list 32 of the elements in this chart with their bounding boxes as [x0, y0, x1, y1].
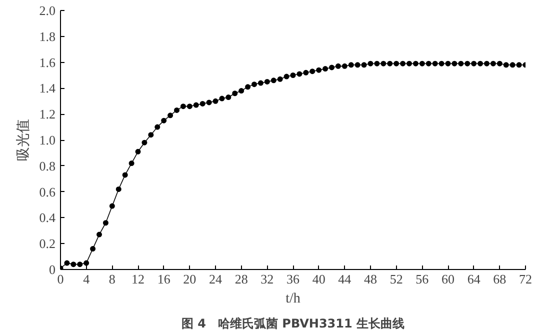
x-tick-label: 8 [108, 272, 116, 286]
y-tick-label: 2.0 [39, 3, 56, 18]
x-tick-label: 48 [364, 272, 377, 286]
y-tick-label: 0.6 [39, 184, 56, 200]
x-tick-label: 68 [493, 272, 506, 286]
x-tick-label: 32 [260, 272, 274, 286]
x-tick-label: 4 [83, 272, 90, 286]
y-tick-label: 0.4 [39, 210, 56, 226]
x-tick-label: 60 [442, 272, 454, 286]
y-tick-label: 1.4 [39, 80, 56, 96]
x-axis-title: t/h [286, 292, 300, 306]
y-tick-label: 0.2 [39, 236, 56, 252]
y-tick-label: 1.2 [39, 106, 56, 122]
y-tick-label: 1.6 [39, 54, 56, 70]
x-tick-label: 64 [467, 272, 481, 286]
x-tick-label: 52 [390, 272, 403, 286]
x-tick-label: 28 [234, 272, 248, 286]
y-tick-label: 1.0 [39, 132, 56, 148]
x-tick-label: 36 [286, 272, 300, 286]
x-tick-label: 44 [338, 272, 352, 286]
y-axis-title: 吸光值 [15, 119, 32, 161]
x-tick-label: 24 [209, 272, 222, 286]
text: 图 4 哈维氏弧菌 PBVH3311 生长曲线 [181, 316, 405, 330]
x-tick-label: 40 [312, 272, 326, 286]
x-tick-label: 72 [519, 272, 532, 286]
x-tick-label: 56 [416, 272, 430, 286]
y-tick-label: 0 [49, 262, 56, 277]
y-tick-label: 0.8 [39, 158, 56, 174]
x-tick-label: 12 [132, 272, 144, 286]
x-tick-label: 16 [157, 272, 171, 286]
y-tick-label: 1.8 [39, 28, 56, 44]
x-tick-label: 20 [183, 272, 196, 286]
